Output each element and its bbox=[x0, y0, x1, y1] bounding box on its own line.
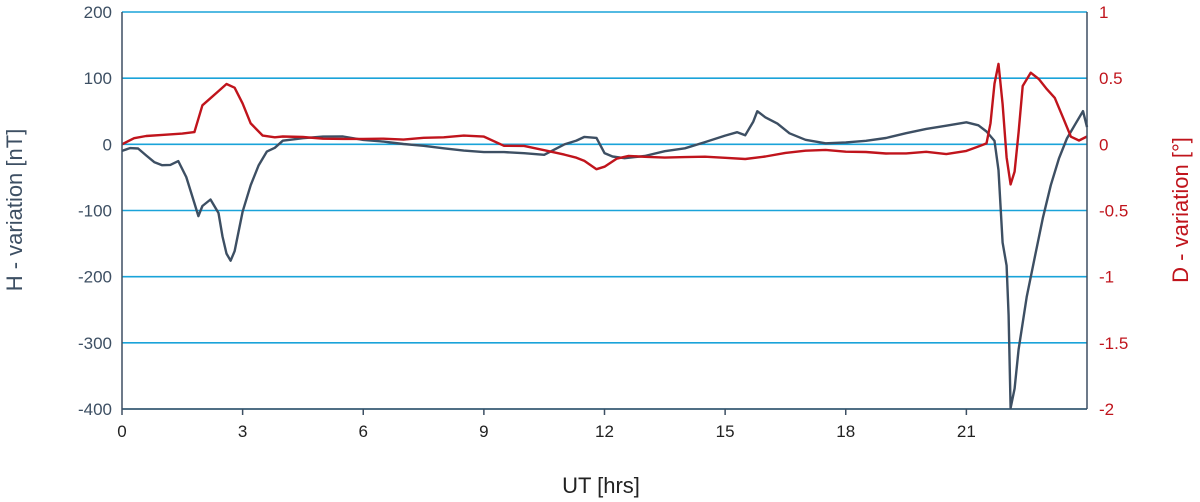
y-tick-label-right: 0 bbox=[1099, 135, 1108, 154]
y-tick-label-right: 0.5 bbox=[1099, 69, 1123, 88]
y-tick-label-right: 1 bbox=[1099, 3, 1108, 22]
y-tick-label-left: -200 bbox=[78, 268, 112, 287]
series-d-variation-line bbox=[121, 62, 1088, 186]
y-axis-left-title: H - variation [nT] bbox=[2, 129, 27, 292]
y-tick-label-left: -300 bbox=[78, 334, 112, 353]
y-axis-right-title: D - variation [°] bbox=[1168, 137, 1193, 283]
axes bbox=[121, 12, 1088, 415]
y-tick-label-left: -100 bbox=[78, 202, 112, 221]
grid-lines bbox=[122, 11, 1087, 410]
y-tick-label-right: -1 bbox=[1099, 268, 1114, 287]
y-tick-label-left: -400 bbox=[78, 400, 112, 419]
x-tick-label: 9 bbox=[479, 422, 488, 441]
y-tick-label-left: 100 bbox=[84, 69, 112, 88]
series-layer bbox=[121, 62, 1089, 410]
y-tick-label-right: -0.5 bbox=[1099, 202, 1128, 221]
tick-labels: 200 100 0 -100 -200 -300 -400 1 0.5 0 -0.5 -1 -1.5 -2… bbox=[78, 3, 1128, 441]
x-axis-title: UT [hrs] bbox=[562, 473, 640, 498]
series-h-variation-line bbox=[121, 109, 1089, 410]
x-tick-label: 18 bbox=[836, 422, 855, 441]
x-tick-label: 15 bbox=[716, 422, 735, 441]
x-tick-label: 21 bbox=[957, 422, 976, 441]
x-tick-label: 6 bbox=[359, 422, 368, 441]
x-tick-label: 3 bbox=[238, 422, 247, 441]
y-tick-label-right: -1.5 bbox=[1099, 334, 1128, 353]
x-tick-label: 0 bbox=[117, 422, 126, 441]
y-tick-label-left: 200 bbox=[84, 3, 112, 22]
y-tick-label-right: -2 bbox=[1099, 400, 1114, 419]
x-tick-label: 12 bbox=[595, 422, 614, 441]
y-tick-label-left: 0 bbox=[103, 135, 112, 154]
